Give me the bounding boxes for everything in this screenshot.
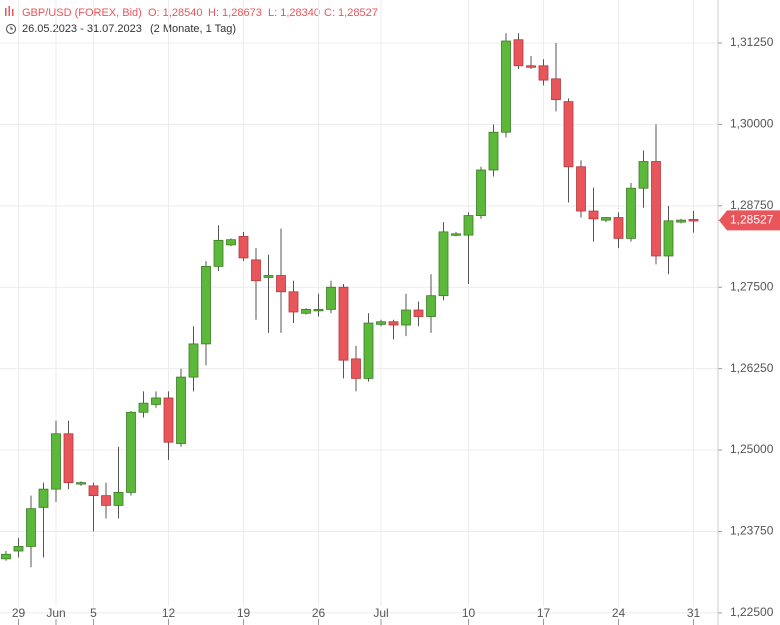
- candle-body: [276, 275, 286, 293]
- candle-body: [38, 488, 49, 508]
- candle-body: [676, 219, 686, 223]
- close: C: 1,28527: [324, 7, 378, 19]
- candle-body: [163, 397, 174, 443]
- y-tick-label: 1,31250: [730, 35, 774, 49]
- candle-body: [238, 236, 249, 259]
- high: H: 1,28673: [208, 7, 262, 19]
- x-tick-label: 29: [12, 606, 26, 620]
- x-tick-label: 10: [462, 606, 476, 620]
- candle-body: [88, 485, 99, 497]
- y-tick-label: 1,27500: [730, 279, 774, 293]
- candle-body: [301, 308, 311, 314]
- candle-body: [113, 491, 124, 506]
- candle-body: [563, 101, 574, 168]
- x-tick-label: 24: [612, 606, 626, 620]
- candle-body: [613, 217, 624, 239]
- candle-body: [251, 259, 261, 282]
- x-tick-label: Jun: [46, 606, 65, 620]
- candle-body: [263, 275, 274, 278]
- date-range: 26.05.2023 - 31.07.2023: [22, 23, 142, 35]
- x-tick-label: 19: [237, 606, 251, 620]
- y-tick-label: 1,23750: [730, 524, 774, 538]
- candle-body: [526, 65, 536, 68]
- candle-body: [63, 433, 74, 484]
- candle-body: [551, 78, 561, 101]
- candle-body: [488, 131, 499, 171]
- candle-body: [688, 219, 699, 222]
- clock-icon: [6, 24, 16, 34]
- candle-body: [588, 210, 599, 220]
- candle-body: [288, 291, 299, 313]
- candle-body: [151, 397, 161, 405]
- candle-body: [126, 411, 136, 493]
- candle-body: [138, 402, 149, 413]
- candle-body: [1, 553, 11, 560]
- x-tick-label: 12: [162, 606, 176, 620]
- y-tick-label: 1,30000: [730, 117, 774, 131]
- candle-body: [538, 65, 549, 81]
- x-tick-label: Jul: [373, 606, 388, 620]
- candle-body: [626, 187, 636, 239]
- candle-body: [188, 343, 199, 378]
- candle-body: [13, 546, 24, 552]
- candle-body: [326, 286, 336, 310]
- candle-body: [226, 239, 236, 246]
- y-tick-label: 1,26250: [730, 361, 774, 375]
- last-price-label: 1,28527: [730, 213, 774, 227]
- candle-body: [351, 358, 361, 379]
- y-tick-label: 1,22500: [730, 605, 774, 619]
- candle-body: [376, 321, 386, 325]
- candle-body: [388, 321, 399, 326]
- header: GBP/USD (FOREX, Bid) O: 1,28540 H: 1,286…: [5, 6, 378, 35]
- clock-icon: [10, 26, 13, 30]
- x-tick-label: 17: [537, 606, 551, 620]
- candle-body: [576, 166, 586, 212]
- y-tick-label: 1,28750: [730, 198, 774, 212]
- candle-body: [438, 231, 449, 297]
- candle-body: [176, 376, 186, 444]
- candle-body: [476, 169, 486, 216]
- x-tick-label: 31: [687, 606, 701, 620]
- candle-body: [101, 495, 111, 506]
- y-tick-label: 1,25000: [730, 442, 774, 456]
- low: L: 1,28340: [268, 7, 320, 19]
- candle-body: [201, 265, 211, 345]
- candle-body: [451, 233, 461, 236]
- candle-body: [501, 40, 511, 133]
- icon: [5, 8, 7, 16]
- candle-body: [213, 239, 224, 267]
- candle-body: [663, 220, 674, 257]
- candle-body: [426, 295, 436, 317]
- candle-body: [601, 217, 611, 221]
- open: O: 1,28540: [148, 7, 202, 19]
- span: (2 Monate, 1 Tag): [150, 23, 236, 35]
- last-price-tag: [719, 210, 780, 231]
- candle-body: [413, 309, 424, 317]
- candle-body: [638, 161, 649, 189]
- candle-body: [401, 309, 411, 326]
- icon: [8, 6, 10, 16]
- icon: [12, 9, 14, 16]
- candle-body: [313, 308, 324, 312]
- instrument: GBP/USD (FOREX, Bid): [22, 7, 142, 19]
- x-tick-label: 5: [90, 606, 97, 620]
- candle-body: [651, 161, 661, 257]
- candle-body: [51, 433, 61, 490]
- candle-body: [463, 215, 474, 236]
- candle-body: [513, 39, 524, 67]
- x-tick-label: 26: [312, 606, 326, 620]
- candle-body: [338, 286, 349, 361]
- candle-body: [76, 482, 86, 485]
- candle-body: [26, 508, 36, 547]
- candle-body: [363, 322, 374, 379]
